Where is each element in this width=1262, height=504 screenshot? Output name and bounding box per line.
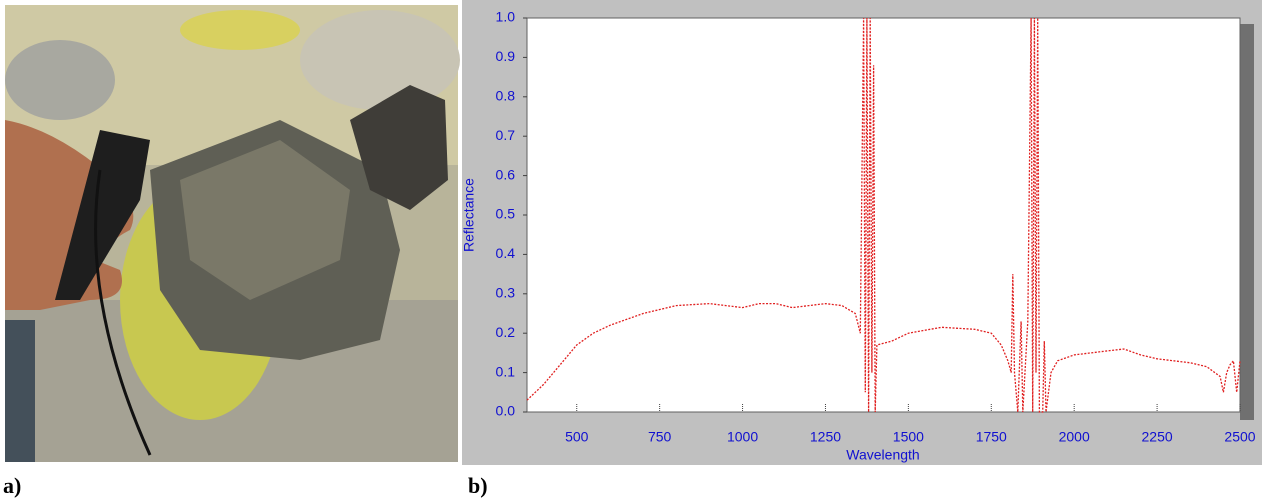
plot-area [526,17,1241,413]
panel-label: a) [3,473,21,498]
y-tick-label: 0.6 [496,166,516,182]
y-tick-label: 0.7 [496,127,516,143]
x-tick-label: 1750 [976,429,1007,445]
x-tick-label: 1500 [893,429,924,445]
x-tick-label: 2500 [1224,429,1255,445]
y-tick-label: 0.1 [496,363,516,379]
y-tick-label: 0.0 [496,403,516,419]
y-tick-label: 0.8 [496,88,516,104]
x-tick-label: 1000 [727,429,758,445]
x-tick-label: 2250 [1142,429,1173,445]
plot-shadow [1240,24,1254,420]
y-tick-label: 0.2 [496,324,516,340]
y-tick-label: 0.9 [496,48,516,64]
photo [5,5,460,462]
x-tick-label: 2000 [1059,429,1090,445]
x-axis-label: Wavelength [846,447,919,463]
x-tick-label: 750 [648,429,672,445]
y-tick-label: 0.5 [496,206,516,222]
y-tick-label: 0.3 [496,285,516,301]
x-tick-label: 500 [565,429,589,445]
panel-label: b) [468,473,488,498]
y-axis-label: Reflectance [461,178,477,252]
x-tick-label: 1250 [810,429,841,445]
y-tick-label: 0.4 [496,245,516,261]
y-tick-label: 1.0 [496,9,516,25]
spectrum-line [526,17,1241,413]
